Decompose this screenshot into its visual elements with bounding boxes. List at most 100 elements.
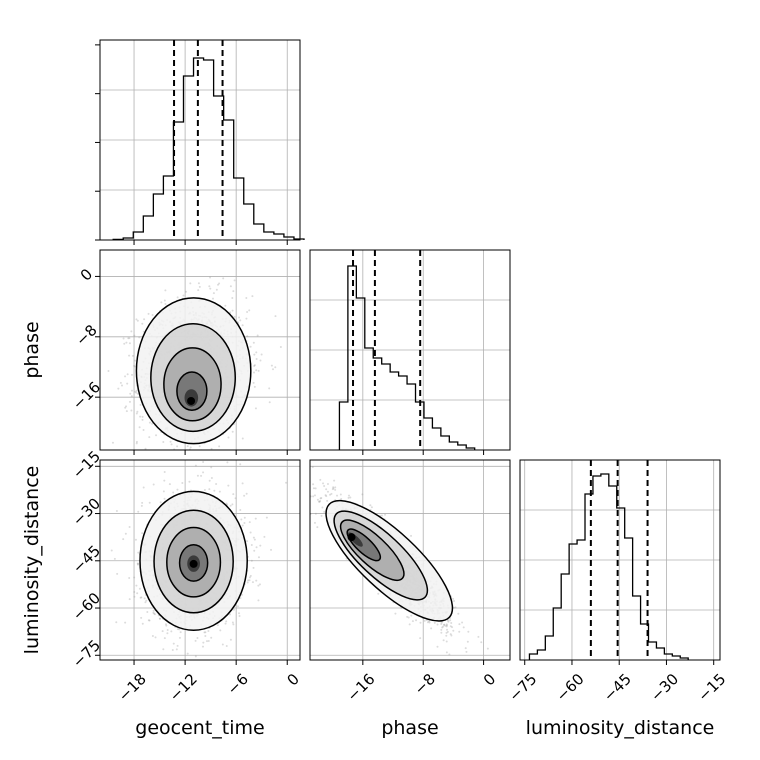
scatter-point (225, 620, 228, 623)
scatter-point (141, 622, 144, 625)
scatter-point (210, 447, 213, 450)
scatter-point (270, 364, 273, 367)
scatter-point (135, 389, 138, 392)
scatter-point (124, 375, 127, 378)
scatter-point (252, 536, 255, 539)
scatter-point (128, 337, 131, 340)
scatter-point (231, 309, 234, 312)
scatter-point (257, 556, 260, 559)
scatter-point (314, 512, 317, 515)
scatter-point (361, 493, 364, 496)
scatter-point (189, 282, 192, 285)
scatter-point (210, 476, 213, 479)
scatter-point (147, 312, 150, 315)
scatter-point (252, 341, 255, 344)
scatter-point (178, 628, 181, 631)
scatter-point (270, 548, 273, 551)
scatter-point (135, 412, 138, 415)
scatter-point (234, 497, 237, 500)
scatter-point (326, 490, 329, 493)
scatter-point (253, 538, 256, 541)
scatter-point (461, 621, 464, 624)
panel-geocent_time-vs-luminosity_distance (110, 461, 288, 663)
scatter-point (406, 615, 409, 618)
scatter-point (256, 334, 259, 337)
scatter-point (259, 544, 262, 547)
scatter-point (486, 647, 489, 650)
density-peak-geocent_time-vs-phase (187, 396, 196, 405)
scatter-point (257, 584, 260, 587)
scatter-point (249, 574, 252, 577)
scatter-point (232, 290, 235, 293)
scatter-point (233, 279, 236, 282)
y-axis-luminosity_distance-tick-label: −60 (69, 589, 104, 624)
panel-frame-phase-vs-luminosity_distance (309, 459, 511, 661)
scatter-point (128, 400, 131, 403)
scatter-point (122, 337, 125, 340)
scatter-point (154, 636, 157, 639)
scatter-point (332, 487, 335, 490)
scatter-point (136, 319, 139, 322)
scatter-point (130, 395, 133, 398)
panel-geocent_time-vs-phase (107, 276, 282, 450)
scatter-point (135, 318, 138, 321)
scatter-point (248, 309, 251, 312)
scatter-point (128, 525, 131, 528)
scatter-point (324, 494, 327, 497)
scatter-point (126, 373, 129, 376)
scatter-point (215, 483, 218, 486)
scatter-point (137, 510, 140, 513)
scatter-point (312, 483, 315, 486)
scatter-point (164, 289, 167, 292)
scatter-point (218, 282, 221, 285)
scatter-point (316, 526, 319, 529)
scatter-point (232, 623, 235, 626)
scatter-point (339, 493, 342, 496)
scatter-point (314, 487, 317, 490)
scatter-point (295, 469, 297, 471)
scatter-point (241, 437, 244, 440)
scatter-point (134, 359, 137, 362)
scatter-point (370, 506, 373, 509)
scatter-point (221, 643, 224, 646)
scatter-point (147, 619, 150, 622)
scatter-point (127, 337, 130, 340)
scatter-point (445, 640, 448, 643)
scatter-point (252, 566, 255, 569)
scatter-point (255, 546, 258, 549)
scatter-point (128, 577, 131, 580)
scatter-point (268, 387, 271, 390)
scatter-point (148, 619, 151, 622)
scatter-point (159, 617, 162, 620)
panel-frame-geocent_time (99, 39, 301, 241)
scatter-point (259, 359, 262, 362)
scatter-point (202, 641, 205, 644)
scatter-point (446, 630, 449, 633)
scatter-point (130, 389, 133, 392)
scatter-point (196, 474, 199, 477)
scatter-point (326, 482, 329, 485)
scatter-point (218, 490, 221, 493)
scatter-point (163, 637, 166, 640)
scatter-point (445, 634, 448, 637)
scatter-point (198, 285, 201, 288)
scatter-point (208, 479, 211, 482)
scatter-point (215, 661, 217, 663)
scatter-point (164, 623, 167, 626)
x-axis-luminosity_distance-tick-label: −60 (553, 670, 588, 705)
scatter-point (143, 597, 146, 600)
scatter-point (320, 514, 323, 517)
scatter-point (229, 311, 232, 314)
scatter-point (445, 625, 448, 628)
scatter-point (151, 313, 154, 316)
scatter-point (141, 532, 144, 535)
scatter-point (141, 418, 144, 421)
scatter-point (258, 583, 261, 586)
scatter-point (246, 311, 249, 314)
scatter-point (323, 510, 326, 513)
scatter-point (130, 330, 133, 333)
scatter-point (194, 639, 197, 642)
scatter-point (440, 631, 443, 634)
scatter-point (225, 645, 228, 648)
scatter-point (246, 335, 249, 338)
